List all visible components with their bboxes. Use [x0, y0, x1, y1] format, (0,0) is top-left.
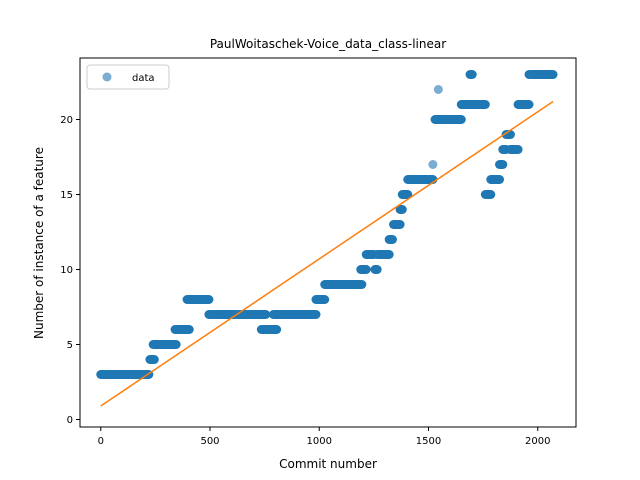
- data-point: [433, 85, 443, 94]
- fit-line-layer: [100, 100, 554, 407]
- chart-title: PaulWoitaschek-Voice_data_class-linear: [210, 37, 446, 51]
- plot-frame: [79, 57, 577, 428]
- y-tick-label: 20: [60, 115, 73, 126]
- x-tick-label: 0: [98, 436, 104, 447]
- x-axis-ticks: 0 500 1000 1500 2000: [98, 427, 550, 447]
- y-axis-title: Number of instance of a feature: [32, 147, 46, 339]
- x-tick-label: 1500: [416, 436, 441, 447]
- plot-area: [79, 57, 577, 428]
- data-layer: [96, 70, 558, 379]
- x-axis-title: Commit number: [279, 457, 377, 471]
- x-tick-label: 1000: [307, 436, 332, 447]
- plot-background: [80, 58, 576, 427]
- y-tick-label: 0: [67, 415, 73, 426]
- legend-marker: [102, 72, 112, 82]
- y-tick-label: 10: [60, 265, 73, 276]
- legend-box: [86, 64, 170, 90]
- fit-line: [100, 100, 554, 407]
- legend: data: [86, 64, 170, 90]
- y-axis-ticks: 0 5 10 15 20: [60, 115, 80, 426]
- data-point: [428, 160, 438, 169]
- x-tick-label: 2000: [525, 436, 550, 447]
- y-tick-label: 5: [67, 340, 73, 351]
- legend-label: data: [132, 73, 155, 84]
- y-tick-label: 15: [60, 190, 73, 201]
- x-tick-label: 500: [200, 436, 219, 447]
